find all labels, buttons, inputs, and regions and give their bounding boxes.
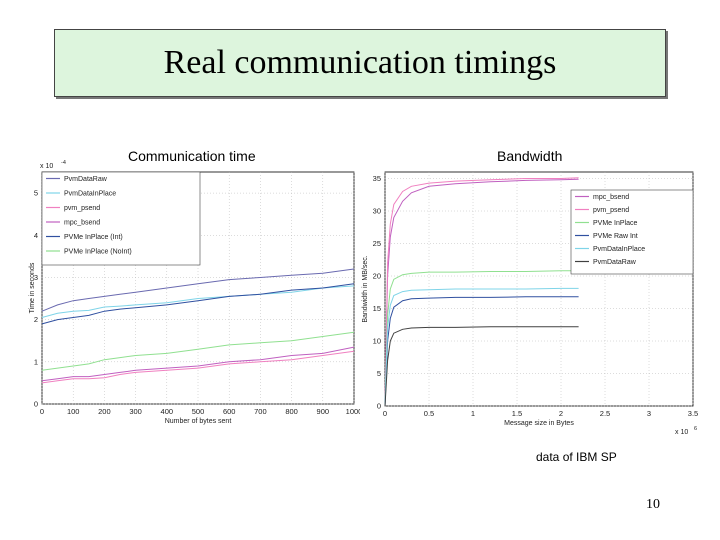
- chart0-y-tick-label: 0: [34, 400, 38, 409]
- chart1-y-tick-label: 0: [377, 402, 381, 411]
- chart0-legend-label: PVMe InPlace (NoInt): [64, 249, 132, 256]
- chart0-legend-box: [41, 171, 201, 266]
- chart0-x-tick-label: 400: [161, 407, 174, 416]
- chart0-y-tick-label: 3: [34, 273, 38, 282]
- chart0-x-tick-label: 100: [67, 407, 80, 416]
- chart0-x-tick-label: 900: [317, 407, 330, 416]
- chart1-y-tick-label: 20: [373, 272, 381, 281]
- page-number: 10: [646, 497, 660, 512]
- chart0-series-line-5: [41, 331, 355, 371]
- chart0-series-line-3: [41, 346, 355, 382]
- chart0-y-exponent: x 10: [40, 163, 53, 170]
- chart0-x-tick-label: 800: [285, 407, 298, 416]
- chart0-y-tick-label: 2: [34, 315, 38, 324]
- chart1-y-tick-label: 10: [373, 337, 381, 346]
- chart0-series-line-2: [41, 350, 355, 384]
- bandwidth-chart: 0 0.5 1 1.5 2 2.5 3 3.5 0 5 10 15 20 25 30 35 Message si…: [362, 171, 698, 434]
- chart0-y-axis-label: Time in seconds: [29, 262, 36, 313]
- chart1-series-line-1: [384, 177, 579, 407]
- chart1-x-tick-label: 1: [471, 409, 475, 418]
- chart0-y-tick-label: 4: [34, 231, 38, 240]
- chart1-legend-label: mpc_bsend: [593, 194, 629, 201]
- chart0-y-tick-label: 5: [34, 189, 38, 198]
- chart1-y-tick-label: 15: [373, 304, 381, 313]
- chart1-legend-label: PVMe Raw Int: [593, 233, 638, 240]
- chart0-series-line-4: [41, 283, 355, 325]
- right-chart-title: Bandwidth: [497, 148, 563, 164]
- chart0-legend-label: PvmDataInPlace: [64, 191, 116, 198]
- slide-title-box: Real communication timings: [54, 29, 666, 97]
- chart1-x-tick-label: 0.5: [424, 409, 434, 418]
- chart1-series-line-5: [384, 326, 579, 407]
- chart1-x-tick-label: 1.5: [512, 409, 522, 418]
- chart1-x-tick-label: 2: [559, 409, 563, 418]
- chart1-y-tick-label: 30: [373, 207, 381, 216]
- chart1-legend-label: pvm_psend: [593, 207, 629, 214]
- chart1-x-exponent-power: 6: [694, 426, 697, 432]
- chart1-x-tick-label: 2.5: [600, 409, 610, 418]
- chart0-series-line-0: [41, 268, 355, 312]
- chart0-x-tick-label: 0: [40, 407, 44, 416]
- chart1-series-line-4: [384, 287, 579, 407]
- chart1-x-tick-label: 3: [647, 409, 651, 418]
- chart1-y-tick-label: 5: [377, 369, 381, 378]
- data-source-note: data of IBM SP: [536, 450, 617, 464]
- chart0-y-tick-label: 1: [34, 357, 38, 366]
- slide-title: Real communication timings: [163, 44, 557, 81]
- chart1-x-tick-label: 3.5: [688, 409, 698, 418]
- chart0-x-axis-label: Number of bytes sent: [165, 418, 232, 425]
- chart0-series-line-1: [41, 285, 355, 318]
- chart0-x-tick-label: 600: [223, 407, 236, 416]
- chart1-series-line-3: [384, 296, 579, 407]
- chart1-legend-label: PVMe InPlace: [593, 220, 637, 227]
- chart1-y-tick-label: 25: [373, 239, 381, 248]
- chart0-x-tick-label: 300: [129, 407, 142, 416]
- chart1-series-line-0: [384, 178, 579, 407]
- chart0-y-exponent-power: -4: [61, 160, 66, 166]
- chart1-x-axis-label: Message size in Bytes: [504, 420, 574, 427]
- chart0-legend-label: PvmDataRaw: [64, 176, 108, 183]
- left-chart-title: Communication time: [128, 148, 256, 164]
- chart1-y-axis-label: Bandwidth in MB/sec.: [362, 255, 369, 322]
- chart1-legend-box: [570, 189, 694, 275]
- chart0-legend-label: PVMe InPlace (Int): [64, 234, 123, 241]
- chart1-series-line-2: [384, 270, 579, 407]
- chart1-y-tick-label: 35: [373, 174, 381, 183]
- chart0-x-tick-label: 500: [192, 407, 205, 416]
- chart1-legend-label: PvmDataInPlace: [593, 246, 645, 253]
- chart1-x-tick-label: 0: [383, 409, 387, 418]
- chart0-x-tick-label: 200: [98, 407, 111, 416]
- chart0-legend-label: pvm_psend: [64, 205, 100, 212]
- chart1-x-exponent: x 10: [675, 429, 688, 434]
- chart0-legend-label: mpc_bsend: [64, 220, 100, 227]
- chart0-x-tick-label: 700: [254, 407, 267, 416]
- chart1-legend-label: PvmDataRaw: [593, 259, 637, 266]
